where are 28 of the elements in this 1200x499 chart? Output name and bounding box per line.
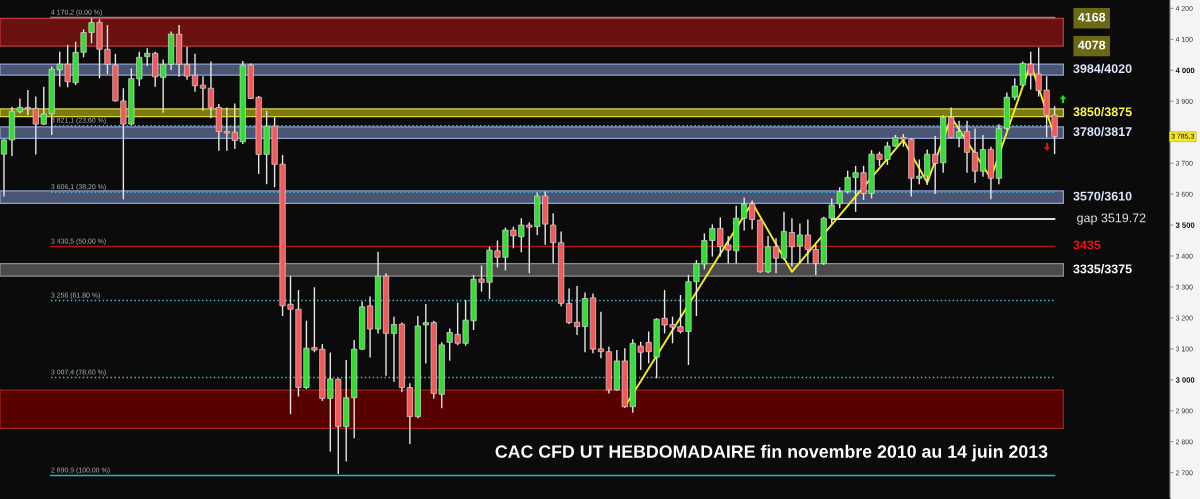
candlestick xyxy=(199,75,207,112)
annotation: 4168 xyxy=(1077,12,1106,22)
candlestick xyxy=(979,134,987,178)
candlestick xyxy=(390,315,398,383)
text: CAC CFD UT HEBDOMADAIRE fin novembre 2010 au 14 juin 2013 xyxy=(495,444,1048,462)
band-label: 3984/4020 xyxy=(1073,63,1132,74)
annotation: 3435 xyxy=(1073,240,1101,250)
candlestick xyxy=(367,295,374,359)
candlestick xyxy=(963,120,971,174)
candlestick xyxy=(796,222,803,265)
candlestick xyxy=(183,46,191,81)
candlestick xyxy=(971,127,979,184)
candlestick xyxy=(566,287,573,325)
band-label: 3570/3610 xyxy=(1073,191,1132,201)
candlestick xyxy=(191,53,199,93)
candlestick xyxy=(772,237,780,275)
candlestick xyxy=(0,138,8,198)
series-label: gap 3519.72 xyxy=(1077,213,1146,225)
candlestick xyxy=(956,120,963,149)
candlestick xyxy=(788,217,795,268)
candlestick xyxy=(207,60,214,119)
band-label: 3335/3375 xyxy=(1073,264,1132,274)
band-label: 3780/3817 xyxy=(1073,126,1132,137)
band-label: 3850/3875 xyxy=(1073,107,1132,117)
annotation: 4078 xyxy=(1077,40,1106,50)
candlestick xyxy=(16,97,23,114)
candlestick xyxy=(573,285,581,336)
candlestick xyxy=(597,311,604,359)
